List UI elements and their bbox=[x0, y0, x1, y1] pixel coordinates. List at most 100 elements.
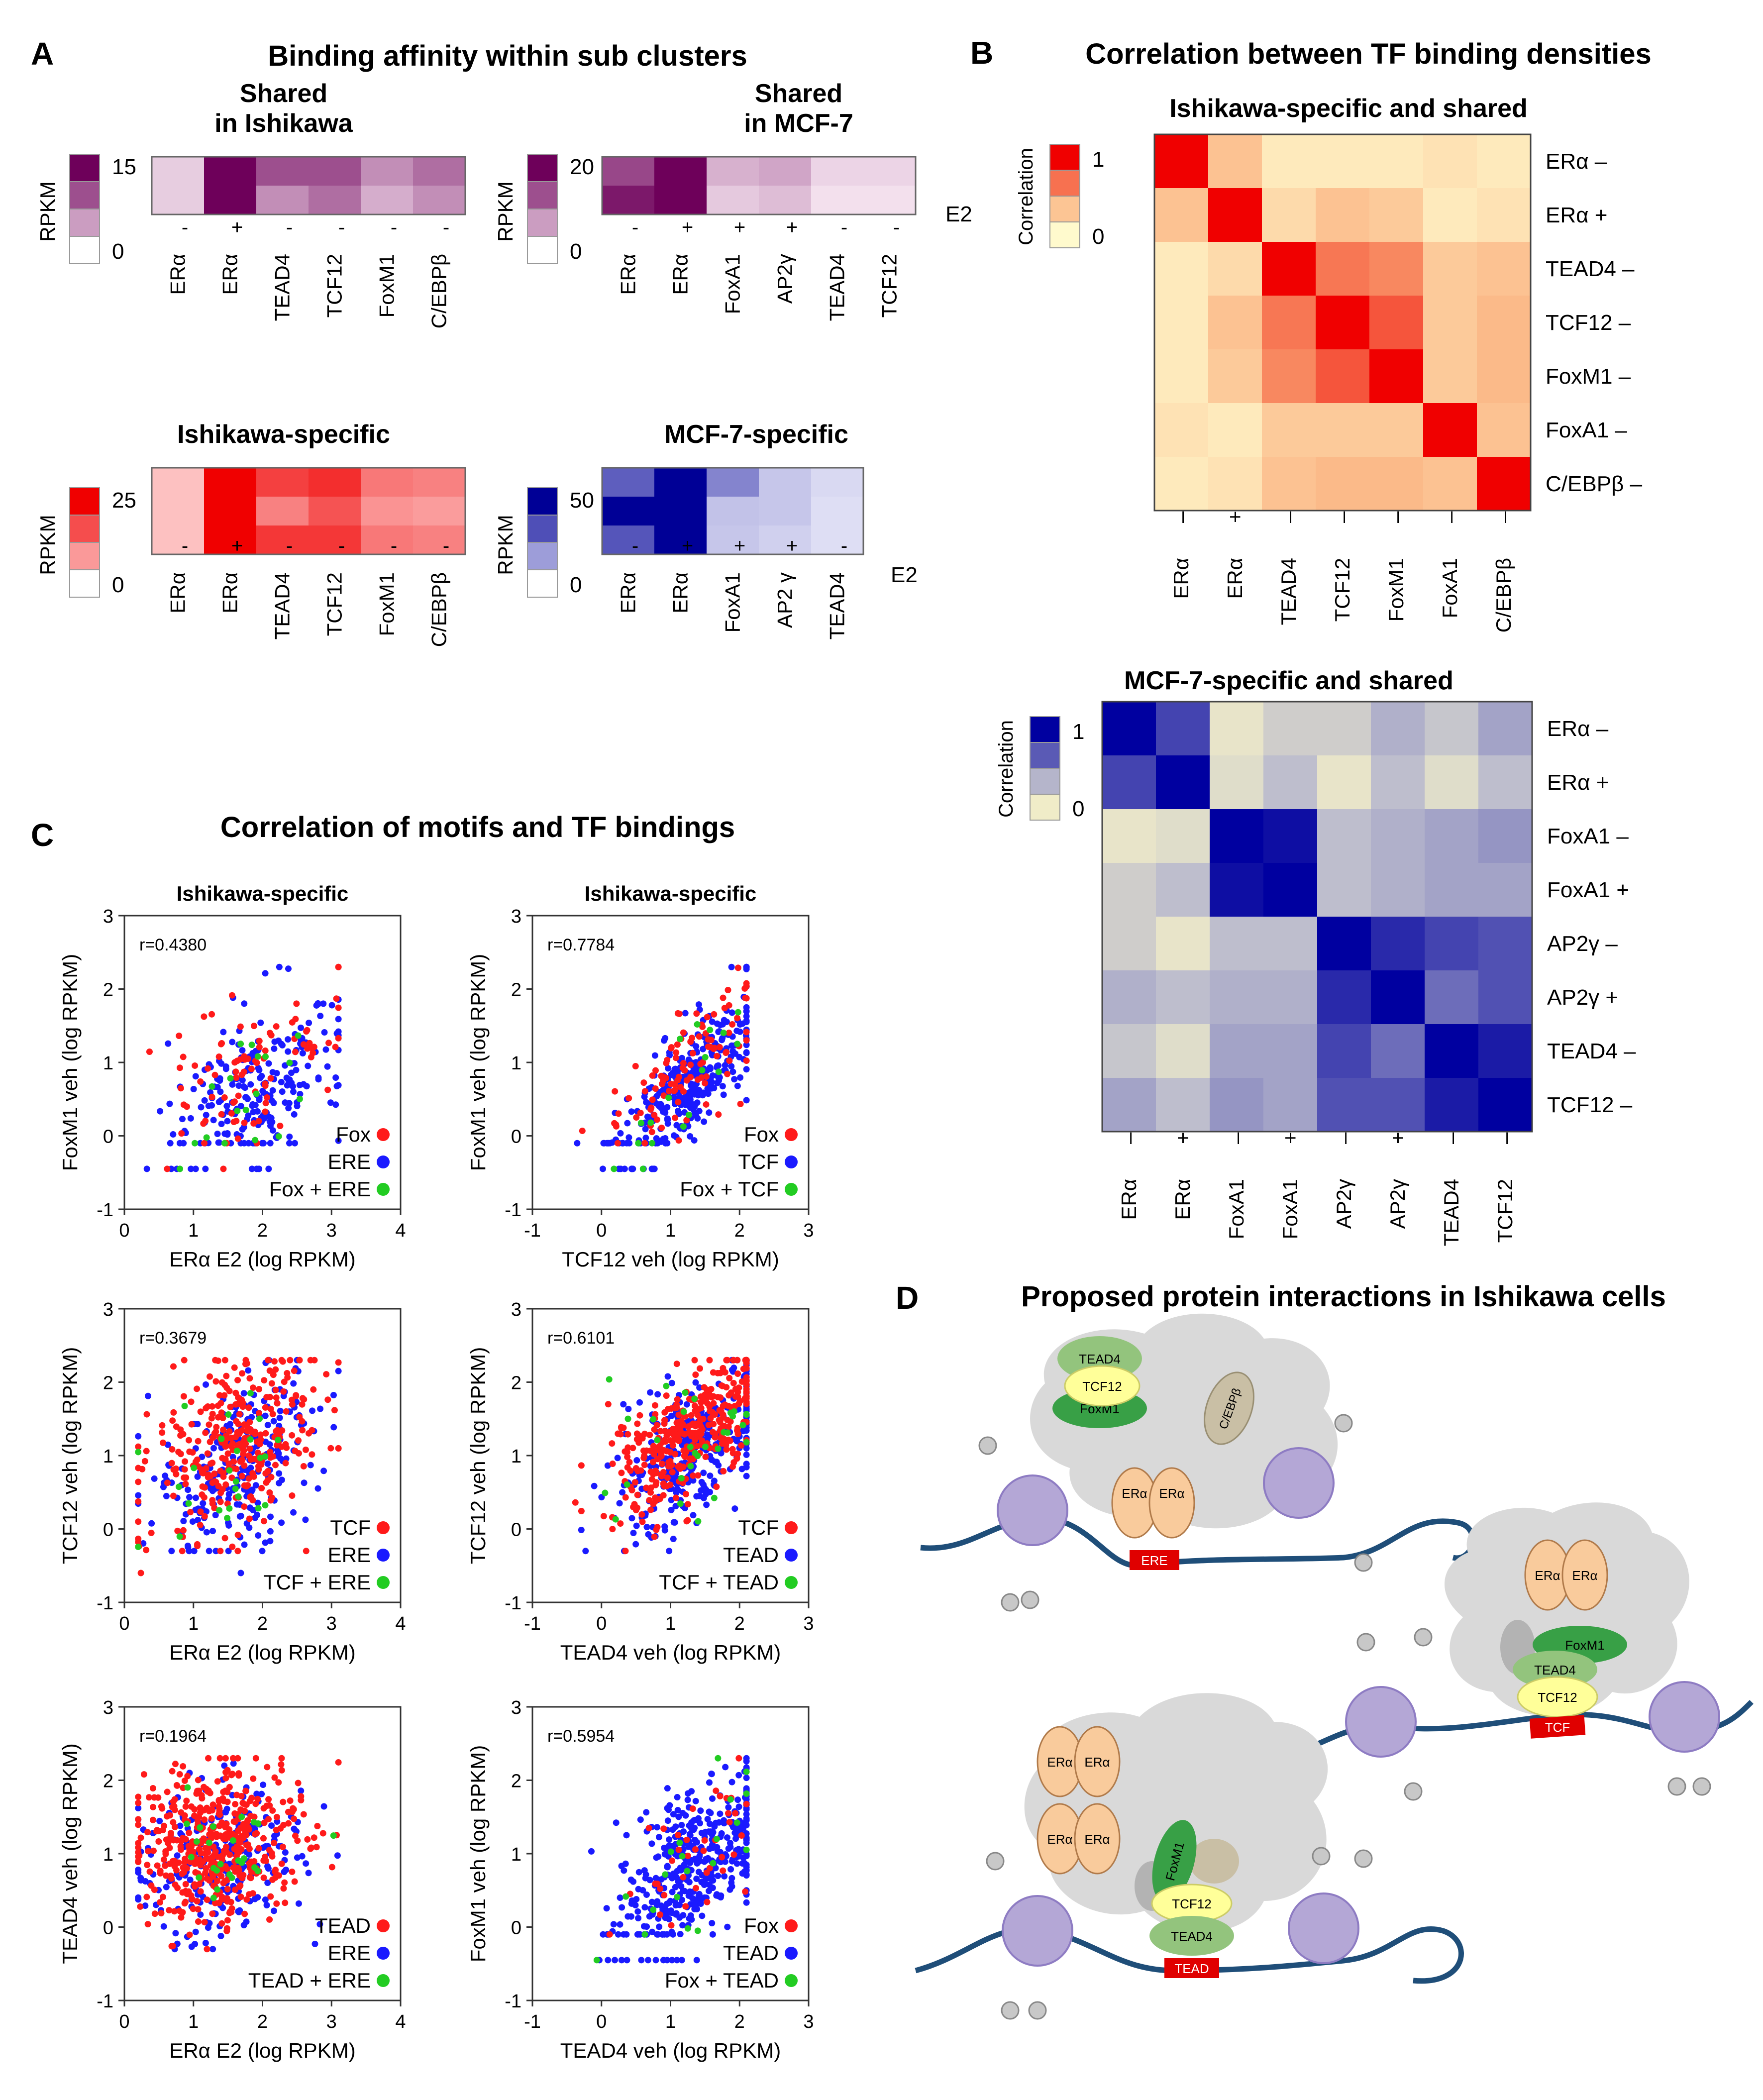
scatter-point bbox=[295, 1780, 302, 1786]
data-points bbox=[135, 1755, 342, 1953]
colorbar-min-label: 0 bbox=[570, 239, 582, 264]
heatmap-cell bbox=[602, 157, 654, 186]
scatter-point bbox=[672, 1902, 679, 1909]
scatter-point bbox=[641, 1931, 648, 1938]
scatter-point bbox=[199, 1483, 206, 1490]
column-label: FoxA1 bbox=[1278, 1179, 1302, 1239]
scatter-point bbox=[682, 1389, 689, 1396]
scatter-point bbox=[296, 1413, 303, 1420]
heatmap-cell bbox=[1369, 134, 1423, 188]
scatter-point bbox=[649, 1072, 656, 1079]
scatter-point bbox=[628, 1515, 635, 1522]
scatter-point bbox=[159, 1805, 166, 1812]
scatter-point bbox=[687, 1096, 694, 1103]
scatter-point bbox=[633, 1522, 640, 1529]
tead4-blob bbox=[1149, 1916, 1234, 1956]
scatter-point bbox=[633, 1114, 640, 1121]
scatter-point bbox=[278, 1860, 285, 1867]
scatter-point bbox=[187, 1115, 194, 1122]
scatter-point bbox=[293, 1000, 300, 1007]
scatter-point bbox=[177, 1822, 184, 1829]
tead4-label: TEAD4 bbox=[1534, 1663, 1576, 1678]
nucleosome bbox=[1649, 1681, 1720, 1753]
scatter-point bbox=[202, 1940, 209, 1947]
scatter-point bbox=[334, 1852, 341, 1859]
subplot-title: Shared bbox=[240, 79, 327, 108]
column-label: ERα bbox=[166, 572, 190, 614]
scatter-point bbox=[210, 1445, 217, 1452]
scatter-point bbox=[695, 1001, 702, 1008]
scatter-point bbox=[228, 1110, 235, 1117]
row-label: TEAD4 – bbox=[1546, 257, 1635, 281]
scatter-point bbox=[700, 1847, 707, 1854]
scatter-point bbox=[239, 1399, 246, 1406]
scatter-point bbox=[328, 1864, 335, 1871]
tcf12-label: TCF12 bbox=[1082, 1379, 1122, 1394]
scatter-point bbox=[283, 1444, 290, 1451]
heatmap-cell bbox=[1208, 134, 1262, 188]
scatter-point bbox=[159, 1893, 166, 1900]
scatter-point bbox=[273, 1900, 280, 1907]
scatter-point bbox=[625, 1095, 632, 1102]
heatmap-cell bbox=[1210, 702, 1263, 755]
scatter-point bbox=[668, 1957, 675, 1964]
scatter-point bbox=[669, 1875, 676, 1882]
scatter-point bbox=[635, 1140, 642, 1147]
scatter-point bbox=[270, 1418, 277, 1425]
heatmap-cell bbox=[1156, 755, 1210, 809]
scatter-point bbox=[181, 1864, 188, 1871]
scatter-point bbox=[651, 1112, 658, 1119]
scatter-point bbox=[262, 1453, 269, 1460]
heatmap-cell bbox=[1371, 1024, 1425, 1078]
scatter-point bbox=[662, 1438, 669, 1445]
scatter-point bbox=[697, 1900, 704, 1907]
column-sign: + bbox=[1278, 1132, 1302, 1144]
scatter-point bbox=[703, 1857, 710, 1864]
x-tick-label: 2 bbox=[734, 1613, 745, 1634]
scatter-point bbox=[225, 1548, 232, 1555]
scatter-point bbox=[283, 1867, 290, 1874]
scatter-point bbox=[728, 1009, 735, 1016]
colorbar-swatch bbox=[527, 569, 558, 598]
scatter-point bbox=[682, 1010, 689, 1017]
colorbar-swatch bbox=[1049, 144, 1080, 171]
scatter-point bbox=[311, 1940, 318, 1947]
scatter-point bbox=[143, 1411, 150, 1418]
scatter-point bbox=[241, 1541, 248, 1548]
column-sign: + bbox=[231, 216, 243, 238]
scatter-point bbox=[280, 1798, 287, 1805]
scatter-point bbox=[315, 1074, 322, 1081]
scatter-point bbox=[296, 1095, 303, 1102]
scatter-point bbox=[246, 1515, 253, 1522]
scatter-point bbox=[734, 1015, 741, 1022]
scatter-point bbox=[265, 1357, 272, 1364]
colorbar-swatch bbox=[527, 154, 558, 182]
scatter-point bbox=[718, 1382, 725, 1389]
scatter-point bbox=[743, 1768, 750, 1775]
scatter-point bbox=[145, 1794, 152, 1801]
heatmap-cell bbox=[1102, 1078, 1156, 1132]
scatter-point bbox=[692, 1846, 699, 1853]
scatter-point bbox=[272, 1366, 279, 1373]
scatter-point bbox=[184, 1890, 191, 1897]
scatter-point bbox=[634, 1908, 641, 1915]
scatter-point bbox=[204, 1875, 210, 1882]
scatter-point bbox=[685, 1423, 692, 1430]
histone-tail-bead bbox=[1354, 1553, 1373, 1572]
heatmap-cell bbox=[1477, 349, 1531, 403]
scatter-point bbox=[656, 1911, 663, 1918]
heatmap-cell bbox=[1263, 970, 1317, 1024]
column-label: ERα bbox=[166, 254, 190, 295]
heatmap-cell bbox=[1102, 863, 1156, 917]
scatter-point bbox=[654, 1898, 661, 1905]
scatter-point bbox=[170, 1798, 177, 1805]
scatter-point bbox=[201, 1513, 208, 1520]
column-sign: – bbox=[1440, 1132, 1463, 1144]
scatter-point bbox=[160, 1439, 167, 1446]
scatter-point bbox=[224, 1118, 231, 1125]
scatter-point bbox=[266, 1489, 273, 1496]
scatter-point bbox=[677, 1465, 684, 1472]
heatmap-border bbox=[151, 467, 466, 555]
scatter-point bbox=[706, 1820, 713, 1827]
